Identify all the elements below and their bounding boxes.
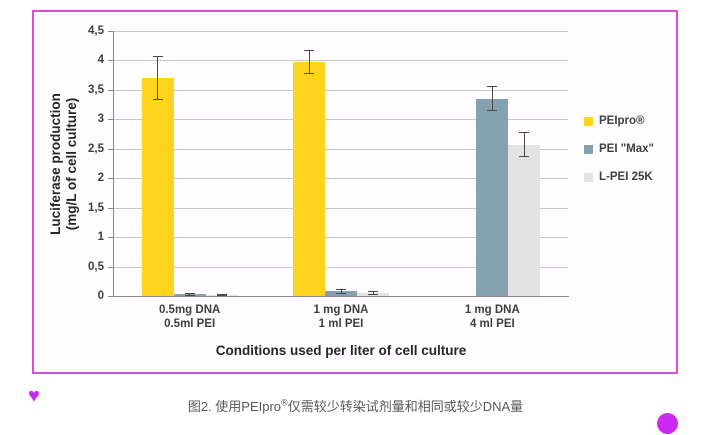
legend-swatch-pei-max [584,144,593,154]
y-axis-tick [108,31,114,32]
error-bar-cap [368,290,378,292]
gridline [114,237,568,239]
error-bar-cap [184,294,195,296]
error-bar-cap [519,155,530,157]
y-tick-label: 4 [97,54,104,67]
y-tick-label: 4,5 [88,25,104,37]
gridline [114,178,568,180]
bar-pei-max-group2 [325,291,357,296]
gridline [114,148,568,150]
y-axis-tick [108,207,114,209]
error-bar [340,289,342,294]
y-axis-title-line1: Luciferase production [48,93,63,235]
y-axis-tick [108,178,114,180]
gridline [114,207,568,209]
registered-mark: ® [281,397,288,408]
heart-icon: ♥ [28,385,40,407]
figure-caption: 图2. 使用PEIpro®仅需较少转染试剂量和相同或较少DNA量 [0,396,711,415]
dot-decoration [657,413,678,434]
y-tick-label: 0,5 [88,260,104,273]
y-axis-tick [108,266,114,268]
error-bar [189,293,191,296]
bar-peipro-group1 [141,78,174,296]
legend: PEIpro® PEI "Max" L-PEI 25K [584,115,654,199]
legend-item-lpei-25k: L-PEI 25K [584,171,654,183]
gridline [114,31,568,32]
error-bar [491,86,493,111]
legend-item-pei-max: PEI "Max" [584,143,654,155]
gridline [114,60,568,62]
error-bar-cap [336,289,346,291]
gridline [114,89,568,91]
y-tick-label: 3 [97,113,104,126]
bar-pei-max-group3 [476,98,509,296]
error-bar-cap [216,294,227,296]
error-bar-cap [152,56,163,58]
plot-area: 0 0,5 1 1,5 2 2,5 3 3,5 4 4,5 0.5mg DNA 0.5ml PEI 1 … [88,25,569,330]
legend-swatch-lpei-25k [584,172,593,182]
error-bar [523,132,525,157]
bar-l-pei-25k-group3 [508,144,541,296]
y-axis-tick [108,89,114,91]
chart-frame: Luciferase production (mg/L of cell cult… [32,10,678,374]
legend-label-lpei-25k: L-PEI 25K [599,171,653,183]
error-bar [308,50,310,74]
legend-item-peipro: PEIpro® [584,115,654,127]
gridline [114,266,568,268]
y-axis-tick [108,237,114,239]
caption-text-after: 仅需较少转染试剂量和相同或较少DNA量 [287,399,524,414]
error-bar-cap [487,110,498,111]
x-category-label: 0.5mg DNA 0.5ml PEI [158,304,221,330]
y-tick-label: 1,5 [88,201,104,214]
error-bar-cap [216,293,227,295]
error-bar-cap [304,73,314,75]
y-tick-label: 2 [97,172,104,185]
y-tick-label: 3,5 [88,83,104,96]
legend-swatch-peipro [584,116,593,126]
error-bar [372,291,374,295]
caption-text-before: 图2. 使用PEIpro [187,399,282,414]
y-axis-line [113,31,114,297]
x-axis-line [109,296,569,297]
y-tick-label: 0 [97,290,104,302]
x-category-label: 1 mg DNA 1 ml PEI [313,304,369,330]
error-bar-cap [519,132,530,134]
x-category-label: 1 mg DNA 4 ml PEI [464,304,520,330]
y-axis-tick [108,119,114,121]
error-bar-cap [184,292,195,294]
bar-peipro-group2 [293,62,325,296]
error-bar-cap [368,294,378,296]
x-axis-title: Conditions used per liter of cell cultur… [215,343,467,358]
y-axis-tick [108,148,114,150]
error-bar-cap [304,49,314,51]
legend-label-pei-max: PEI "Max" [599,143,655,155]
error-bar-cap [487,86,498,88]
y-axis-tick [108,60,114,62]
y-tick-label: 2,5 [88,142,104,155]
y-axis-tick [108,296,114,297]
error-bar [221,294,223,296]
error-bar-cap [336,292,346,294]
legend-label-peipro: PEIpro® [599,115,645,127]
error-bar [157,56,159,100]
y-tick-label: 1 [97,231,104,244]
error-bar-cap [152,98,163,100]
gridline [114,119,568,121]
